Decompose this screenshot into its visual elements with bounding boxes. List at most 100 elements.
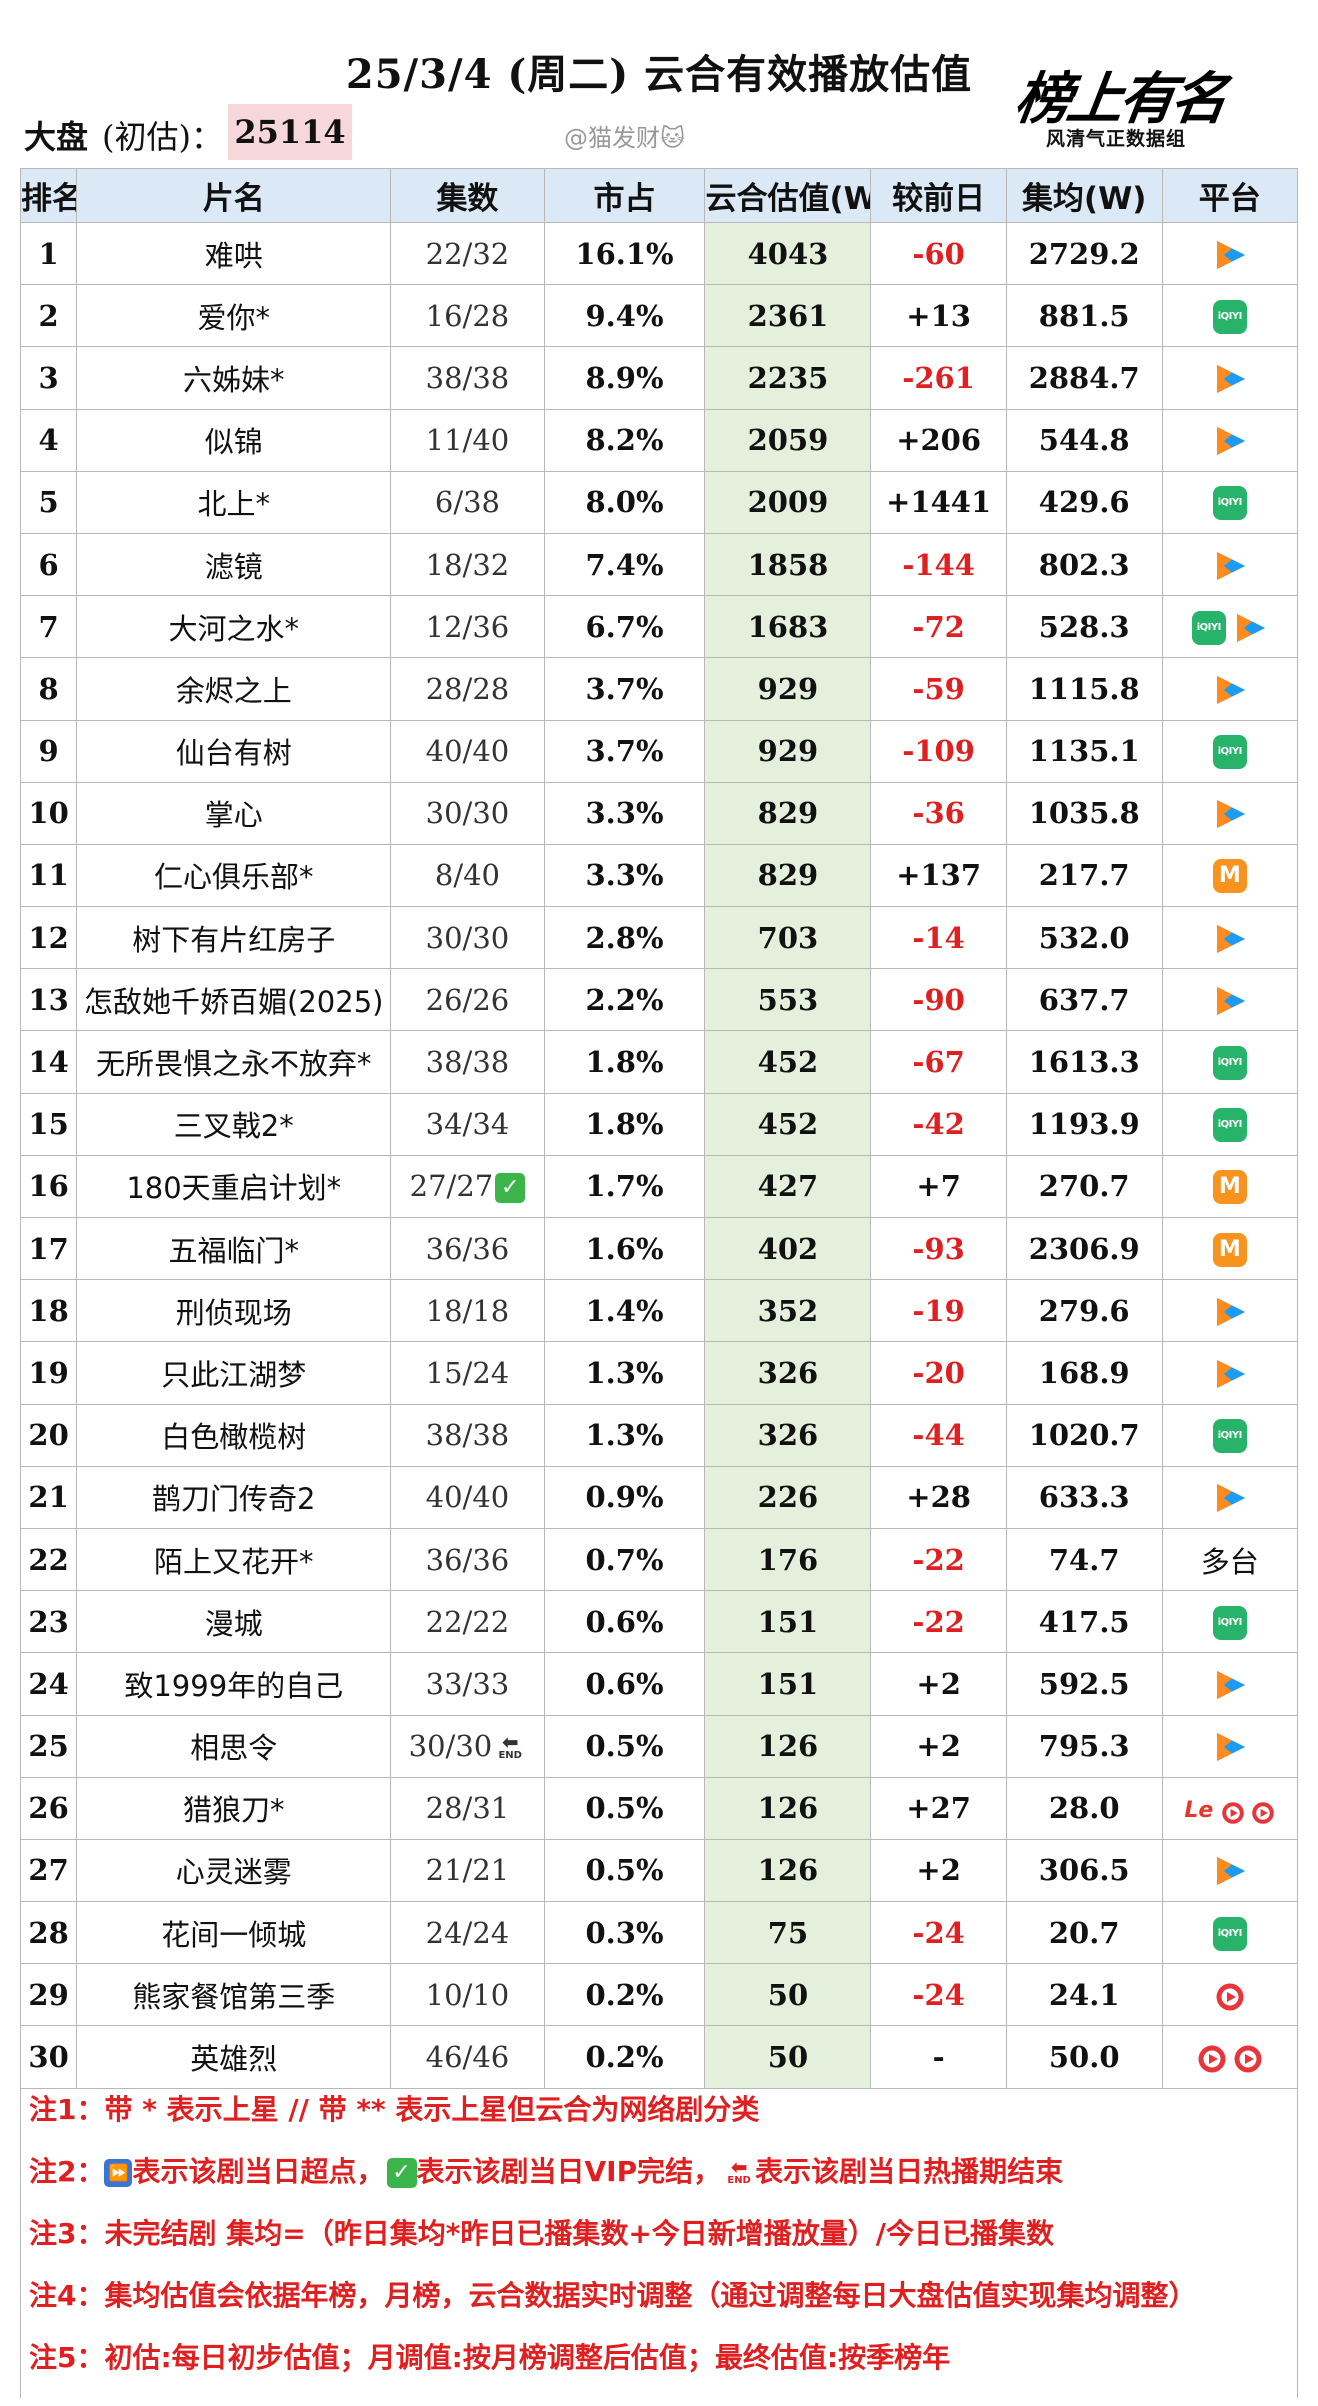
table-row: 20 白色橄榄树 38/38 1.3% 326 -44 1020.7 iQIYI xyxy=(19,1403,1299,1467)
average-cell: 633.3 xyxy=(1005,1465,1163,1529)
episodes-value: 40/40 xyxy=(425,1480,510,1515)
episodes-value: 28/28 xyxy=(425,671,510,706)
rank-cell: 10 xyxy=(19,781,78,845)
heat-end-text: END xyxy=(498,1750,522,1762)
estimate-cell: 126 xyxy=(704,1776,872,1840)
average-cell: 2306.9 xyxy=(1005,1216,1163,1281)
platform-cell: 多台 xyxy=(1161,1527,1299,1592)
rank-cell: 15 xyxy=(19,1092,78,1156)
col-header-share: 市占 xyxy=(543,168,706,223)
weibo-handle: @猫发财🐱 xyxy=(564,124,686,152)
episodes-value: 28/31 xyxy=(425,1791,510,1826)
tencent-video-icon xyxy=(1212,984,1248,1018)
table-row: 14 无所畏惧之永不放弃* 38/38 1.8% 452 -67 1613.3 iQIYI xyxy=(19,1030,1299,1094)
tencent-video-icon xyxy=(1212,424,1248,458)
share-cell: 3.7% xyxy=(543,719,706,783)
platform-cell: iQIYI xyxy=(1161,1030,1299,1094)
table-row: 7 大河之水* 12/36 6.7% 1683 -72 528.3 iQIYI xyxy=(19,595,1299,659)
episodes-value: 26/26 xyxy=(425,982,510,1017)
average-cell: 1135.1 xyxy=(1005,719,1163,783)
episodes-value: 36/36 xyxy=(425,1231,510,1266)
title-cell: 英雄烈 xyxy=(76,2025,392,2089)
platform-cell: iQIYI xyxy=(1161,1901,1299,1965)
table-row: 21 鹊刀门传奇2 40/40 0.9% 226 +28 633.3 xyxy=(19,1465,1299,1529)
iqiyi-icon: iQIYI xyxy=(1212,1605,1247,1640)
title-cell: 心灵迷雾 xyxy=(76,1838,392,1903)
rank-cell: 30 xyxy=(19,2025,78,2089)
episodes-value: 16/28 xyxy=(425,298,510,333)
table-row: 12 树下有片红房子 30/30 2.8% 703 -14 532.0 xyxy=(19,906,1299,970)
average-cell: 50.0 xyxy=(1005,2025,1163,2089)
estimate-cell: 2059 xyxy=(704,408,872,472)
tencent-video-icon xyxy=(1212,362,1248,396)
title-cell: 鹊刀门传奇2 xyxy=(76,1465,392,1529)
episodes-value: 11/40 xyxy=(425,423,510,458)
change-cell: -90 xyxy=(870,968,1007,1032)
brand-logo: 榜上有名 风清气正数据组 xyxy=(1010,54,1230,154)
episodes-cell: 30/30 xyxy=(390,906,545,970)
share-cell: 0.2% xyxy=(543,2025,706,2089)
change-cell: -144 xyxy=(870,532,1007,597)
change-cell: -109 xyxy=(870,719,1007,783)
estimate-cell: 2361 xyxy=(704,284,872,348)
episodes-value: 40/40 xyxy=(425,734,510,769)
table-row: 15 三叉戟2* 34/34 1.8% 452 -42 1193.9 iQIYI xyxy=(19,1092,1299,1156)
platform-cell: iQIYI xyxy=(1161,719,1299,783)
platform-cell xyxy=(1161,1963,1299,2027)
title-cell: 仙台有树 xyxy=(76,719,392,783)
note-2: 注2： ⏩ 表示该剧当日超点， ✓ 表示该剧当日VIP完结， ⬅ END 表示该剧当日热播期结… xyxy=(29,2150,1063,2190)
tencent-video-icon xyxy=(1212,797,1248,831)
episodes-cell: 24/24 xyxy=(390,1901,545,1965)
rank-cell: 23 xyxy=(19,1590,78,1654)
change-cell: +13 xyxy=(870,284,1007,348)
estimate-cell: 151 xyxy=(704,1652,872,1716)
rank-cell: 27 xyxy=(19,1838,78,1903)
average-cell: 279.6 xyxy=(1005,1279,1163,1343)
page-title: 25/3/4 (周二) 云合有效播放估值 xyxy=(345,51,973,98)
rank-cell: 9 xyxy=(19,719,78,783)
title-cell: 熊家餐馆第三季 xyxy=(76,1963,392,2027)
rank-cell: 14 xyxy=(19,1030,78,1094)
episodes-cell: 28/31 xyxy=(390,1776,545,1840)
rank-cell: 28 xyxy=(19,1901,78,1965)
note-2-prefix: 注2： xyxy=(29,2155,105,2188)
logo-sub: 风清气正数据组 xyxy=(1046,128,1187,150)
platform-cell xyxy=(1161,1652,1299,1716)
change-cell: -261 xyxy=(870,346,1007,410)
title-cell: 花间一倾城 xyxy=(76,1901,392,1965)
iqiyi-icon: iQIYI xyxy=(1212,486,1247,521)
estimate-cell: 50 xyxy=(704,1963,872,2027)
table-row: 6 滤镜 18/32 7.4% 1858 -144 802.3 xyxy=(19,532,1299,597)
rank-cell: 4 xyxy=(19,408,78,472)
change-cell: +137 xyxy=(870,843,1007,908)
change-cell: -93 xyxy=(870,1216,1007,1281)
rank-cell: 12 xyxy=(19,906,78,970)
episodes-cell: 11/40 xyxy=(390,408,545,472)
note-5: 注5：初估:每日初步估值；月调值:按月榜调整后估值；最终估值:按季榜年 xyxy=(29,2341,951,2374)
table-row: 11 仁心俱乐部* 8/40 3.3% 829 +137 217.7 M xyxy=(19,843,1299,908)
episodes-cell: 40/40 xyxy=(390,719,545,783)
episodes-value: 27/27 xyxy=(409,1169,494,1204)
episodes-cell: 8/40 xyxy=(390,843,545,908)
rank-cell: 22 xyxy=(19,1527,78,1592)
title-cell: 仁心俱乐部* xyxy=(76,843,392,908)
change-cell: - xyxy=(870,2025,1007,2089)
episodes-cell: 30/30 ⬅ END xyxy=(390,1714,545,1778)
title-cell: 北上* xyxy=(76,470,392,534)
share-cell: 1.8% xyxy=(543,1092,706,1156)
notes-section: 注1：带 * 表示上星 // 带 ** 表示上星但云合为网络剧分类 注2： ⏩ 表示… xyxy=(20,2078,1298,2398)
platform-text: 多台 xyxy=(1200,1544,1259,1579)
change-cell: +7 xyxy=(870,1154,1007,1219)
change-cell: -67 xyxy=(870,1030,1007,1094)
episodes-cell: 10/10 xyxy=(390,1963,545,2027)
col-header-episodes: 集数 xyxy=(390,168,545,223)
table-row: 3 六姊妹* 38/38 8.9% 2235 -261 2884.7 xyxy=(19,346,1299,410)
share-cell: 1.8% xyxy=(543,1030,706,1094)
rank-cell: 3 xyxy=(19,346,78,410)
estimate-cell: 829 xyxy=(704,781,872,845)
heat-end-arrow: ⬅ xyxy=(501,1730,519,1755)
platform-cell xyxy=(1161,781,1299,845)
table-row: 16 180天重启计划* 27/27 ✓ 1.7% 427 +7 270.7 M xyxy=(19,1154,1299,1219)
episodes-value: 33/33 xyxy=(425,1666,510,1701)
super-point-icon: ⏩ xyxy=(104,2159,133,2187)
